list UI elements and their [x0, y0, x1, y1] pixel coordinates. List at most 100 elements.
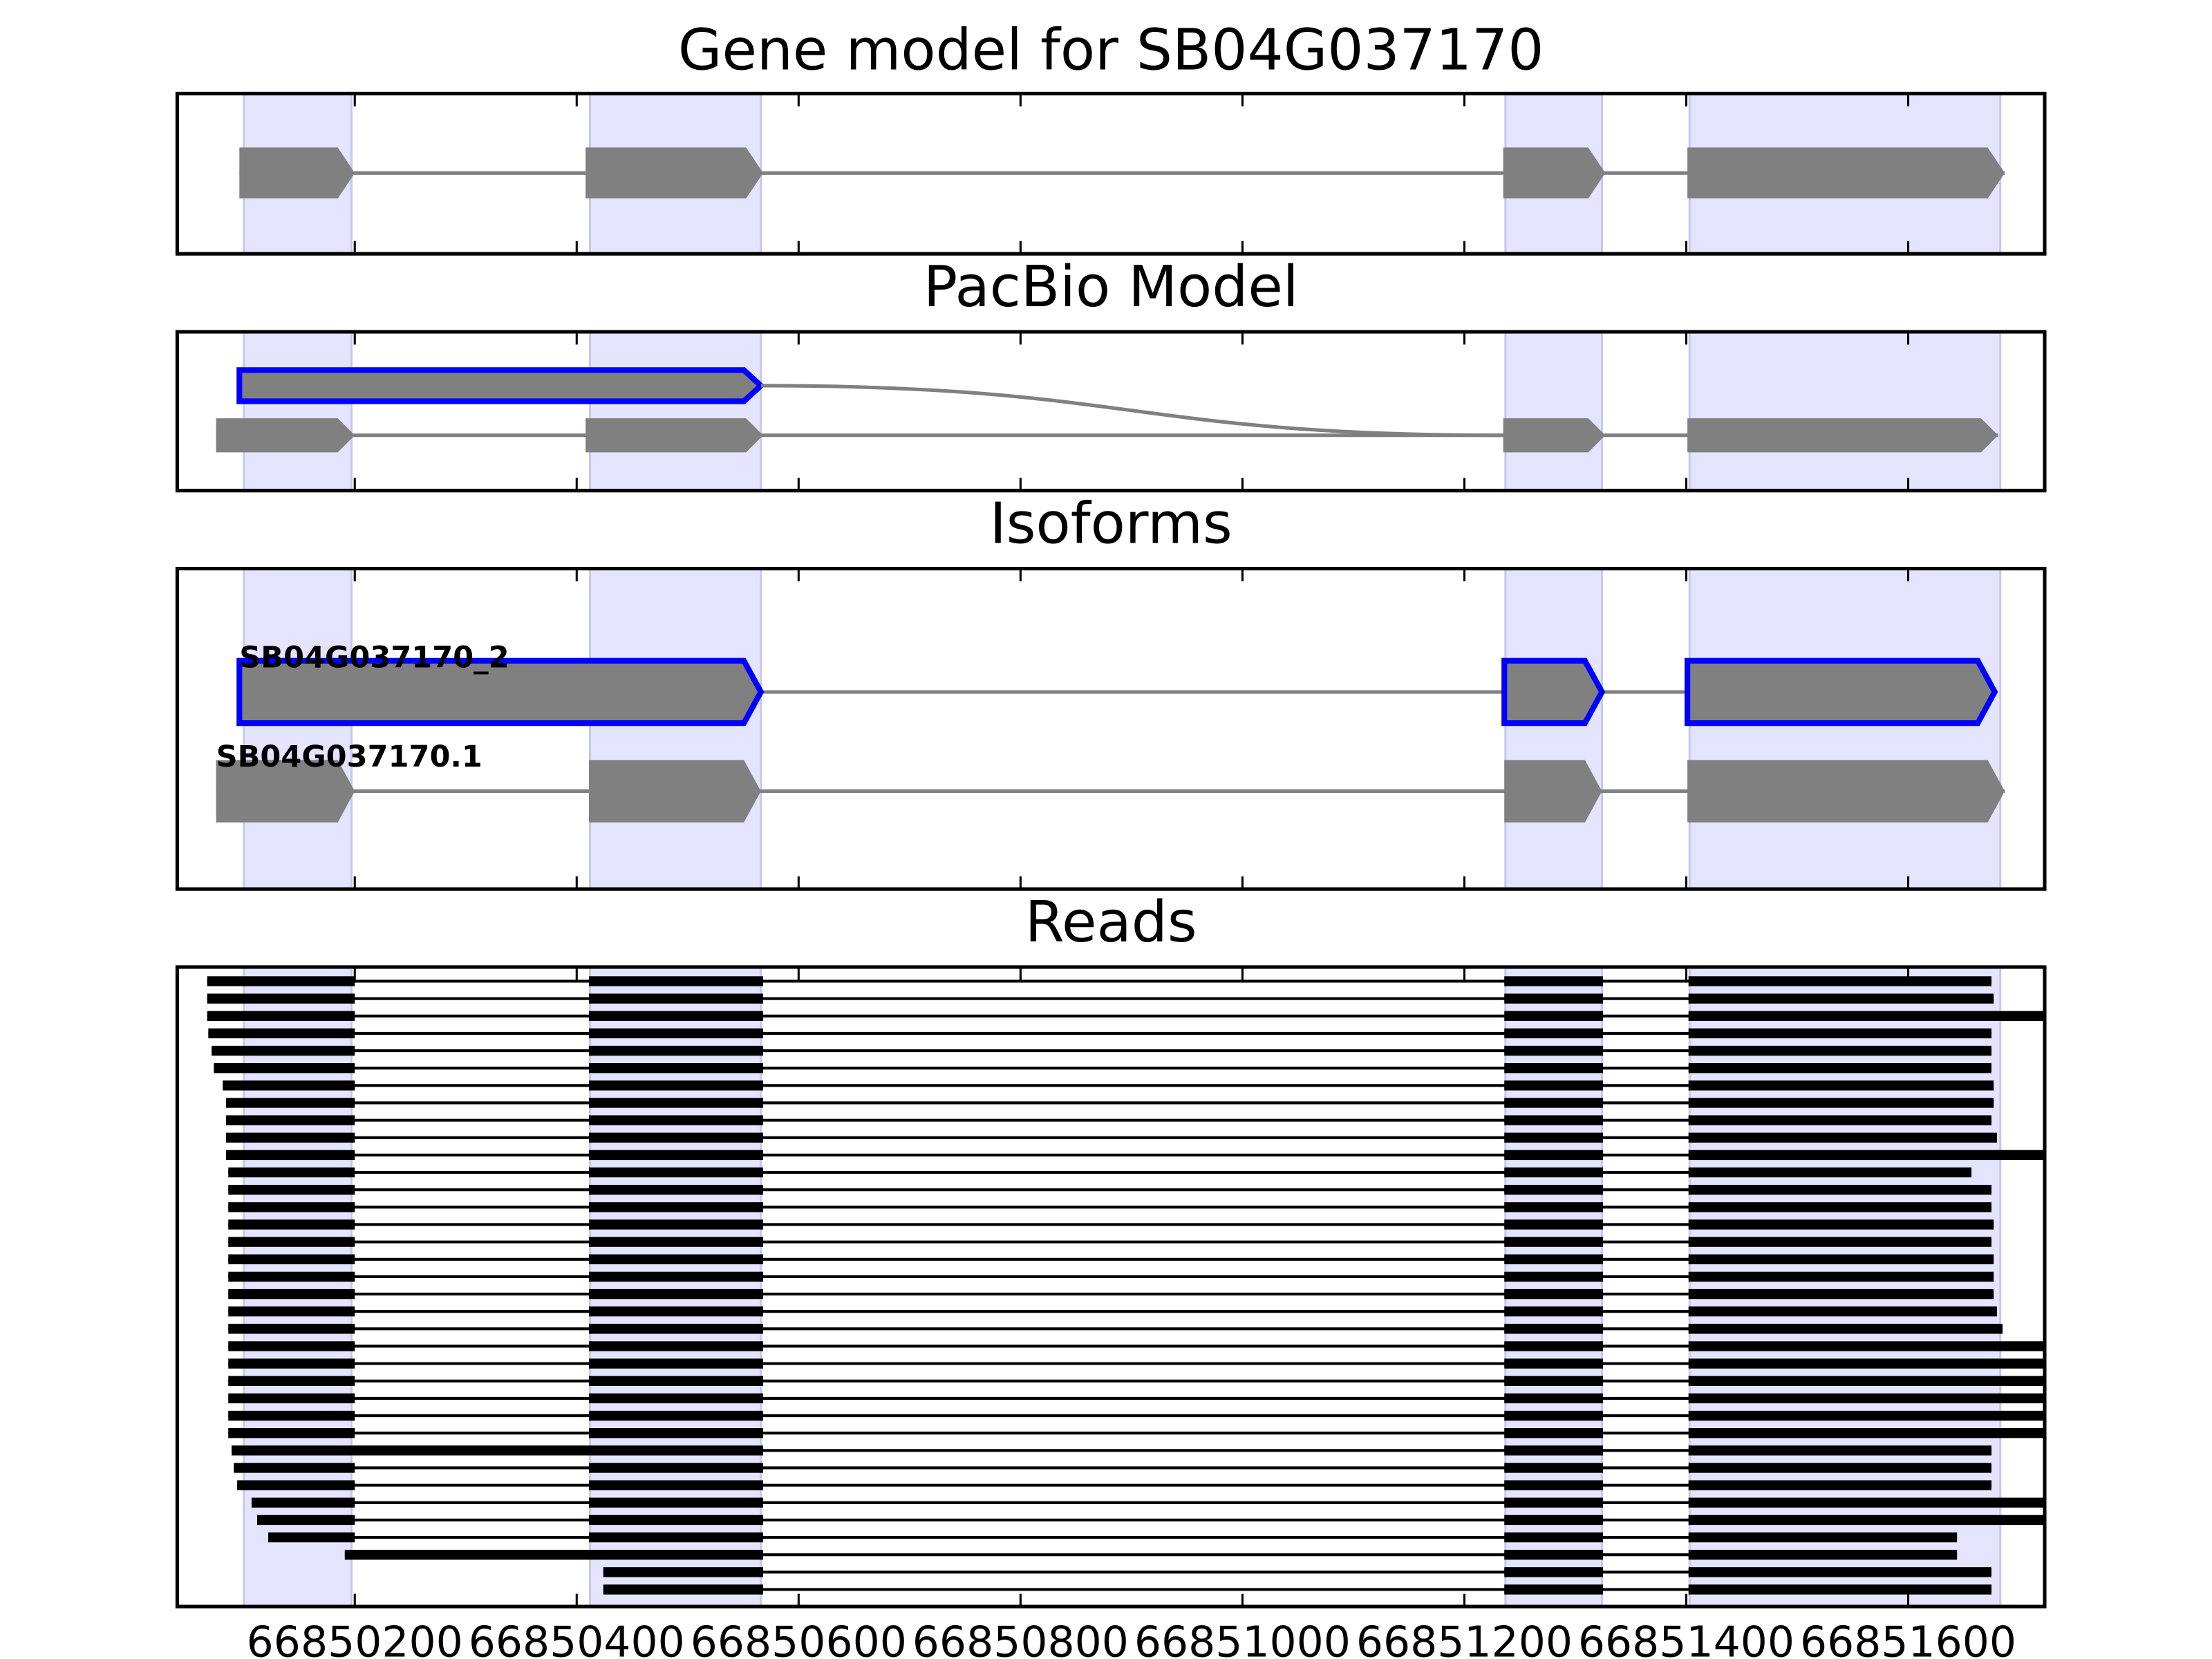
read-exon [1504, 1202, 1604, 1212]
read-exon [1504, 976, 1604, 986]
read-exon [226, 1115, 355, 1125]
read-exon [1688, 1463, 1991, 1473]
read-exon [1504, 1567, 1604, 1577]
panel-title: PacBio Model [924, 254, 1299, 320]
highlight-region [1504, 966, 1604, 1607]
read-exon [588, 1098, 763, 1108]
panel-title: Isoforms [990, 491, 1232, 557]
read-exon [1688, 1202, 1991, 1212]
exon [1503, 147, 1606, 199]
read-exon [207, 976, 355, 986]
read-exon [588, 1410, 763, 1421]
read-exon [1504, 1445, 1604, 1456]
read-exon [588, 1393, 763, 1404]
read-exon [1504, 1288, 1604, 1300]
read-exon [228, 1288, 355, 1300]
read-exon [1504, 1358, 1604, 1369]
read-exon [1504, 1306, 1604, 1317]
read-exon [1504, 1410, 1604, 1421]
read-exon [1688, 1480, 1991, 1490]
read-exon [588, 1202, 763, 1212]
read-exon [1504, 1080, 1604, 1091]
highlight-region [1688, 966, 2002, 1607]
read-exon [588, 1515, 763, 1526]
read-exon [1504, 1271, 1604, 1282]
read-exon [1688, 1271, 1994, 1282]
read-exon [228, 1358, 355, 1369]
panel-frame [175, 567, 2047, 891]
read-exon [1688, 1063, 1991, 1074]
read-exon [228, 1167, 355, 1178]
read-exon [226, 1150, 355, 1161]
read-exon [214, 1063, 355, 1074]
read-exon [1688, 1567, 1991, 1577]
read-exon [1688, 1115, 1991, 1125]
panel-frame [175, 91, 2047, 256]
read-exon [1688, 1358, 2045, 1369]
read-exon [228, 1393, 355, 1404]
read-exon [1504, 1497, 1604, 1508]
read-exon [1688, 1497, 2045, 1508]
read-exon [588, 1358, 763, 1369]
read-exon [588, 1341, 763, 1351]
highlight-region [1504, 568, 1604, 890]
read-exon [1688, 1515, 2045, 1526]
read-exon [1688, 1393, 2045, 1404]
x-tick-label: 66851400 [1578, 1618, 1794, 1659]
read-exon [1688, 1167, 1972, 1178]
read-exon [1504, 1045, 1604, 1056]
exon [1503, 418, 1606, 453]
highlight-region [589, 331, 762, 491]
read-exon [228, 1254, 355, 1264]
highlight-region [589, 966, 762, 1607]
exon [1501, 657, 1606, 727]
panel [216, 568, 2005, 890]
x-tick-label: 66850600 [691, 1618, 907, 1659]
read-exon [588, 1497, 763, 1508]
read-exon [268, 1532, 355, 1543]
isoform-label: SB04G037170_2 [239, 640, 509, 675]
isoform-label: SB04G037170.1 [216, 740, 482, 774]
exon [1687, 760, 2005, 823]
read-exon [588, 1428, 763, 1438]
x-tick-label: 66850200 [247, 1618, 463, 1659]
panel-title: Reads [1025, 890, 1197, 955]
read-exon [588, 1480, 763, 1490]
read-exon [603, 1584, 763, 1595]
read-exon [588, 1306, 763, 1317]
read-exon [1688, 1376, 2045, 1386]
read-exon [1504, 1254, 1604, 1264]
exon [236, 367, 765, 404]
read-exon [588, 1080, 763, 1091]
exon [236, 657, 765, 727]
panel-title: Gene model for SB04G037170 [678, 17, 1544, 83]
read-exon [1504, 1237, 1604, 1247]
connector [760, 384, 1503, 438]
x-tick-label: 66851600 [1800, 1618, 2016, 1659]
read-exon [588, 1219, 763, 1230]
read-exon [1688, 1324, 2003, 1334]
read-exon [1504, 1063, 1604, 1074]
exon [216, 418, 355, 453]
read-exon [1688, 1237, 1991, 1247]
read-exon [1688, 1532, 1958, 1543]
exon [588, 760, 761, 823]
read-exon [1504, 1185, 1604, 1195]
read-exon [207, 993, 355, 1004]
panel [216, 331, 2002, 491]
read-exon [588, 1254, 763, 1264]
read-exon [588, 1115, 763, 1125]
read-exon [228, 1185, 355, 1195]
read-exon [1688, 1132, 1997, 1143]
x-tick-label: 66850400 [469, 1618, 685, 1659]
exon [239, 147, 355, 199]
read-exon [1688, 1288, 1994, 1300]
read-exon [344, 1550, 763, 1560]
read-exon [228, 1410, 355, 1421]
read-exon [228, 1237, 355, 1247]
read-exon [1688, 1185, 1991, 1195]
highlight-region [1688, 331, 2002, 491]
read-exon [1688, 1150, 2045, 1161]
read-exon [226, 1132, 355, 1143]
read-exon [1688, 1219, 1994, 1230]
